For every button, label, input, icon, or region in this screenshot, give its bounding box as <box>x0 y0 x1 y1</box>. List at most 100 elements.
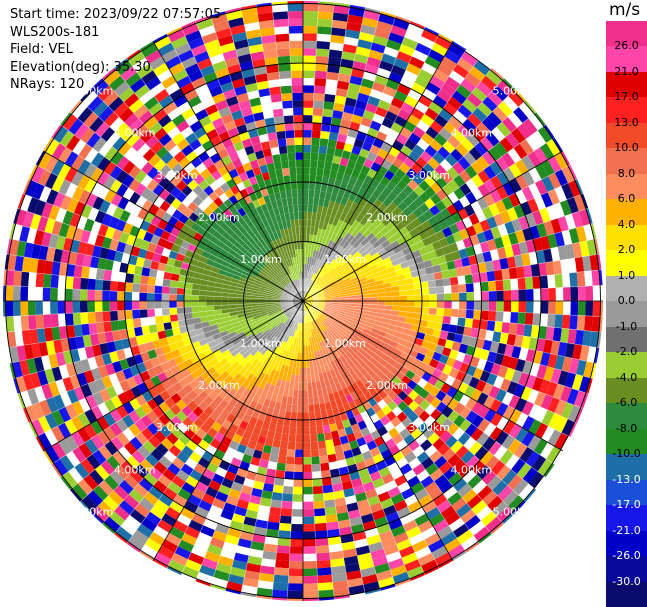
radar-gate <box>303 397 309 406</box>
radar-gate <box>349 75 363 86</box>
radar-gate <box>371 509 386 521</box>
radar-gate <box>457 432 471 446</box>
radar-gate <box>585 208 593 224</box>
radar-gate <box>115 465 130 480</box>
radar-gate <box>308 404 315 413</box>
radar-gate <box>410 428 423 440</box>
radar-gate <box>363 241 373 250</box>
radar-gate <box>303 301 309 307</box>
radar-gate <box>434 133 448 147</box>
radar-gate <box>363 252 372 261</box>
radar-gate <box>428 233 439 244</box>
radar-gate <box>277 138 287 147</box>
radar-gate <box>406 306 415 313</box>
radar-gate <box>554 399 567 416</box>
radar-gate <box>320 282 328 288</box>
radar-gate <box>343 378 352 388</box>
radar-gate <box>384 291 393 297</box>
radar-gate <box>185 559 202 572</box>
radar-gate <box>326 266 333 274</box>
radar-gate <box>423 333 433 343</box>
radar-gate <box>554 314 563 329</box>
radar-gate <box>282 493 293 502</box>
radar-gate <box>488 385 501 399</box>
radar-gate <box>444 339 454 350</box>
radar-gate <box>470 160 484 175</box>
radar-gate <box>261 421 271 431</box>
radar-gate <box>365 321 374 328</box>
range-label: 2.00km <box>366 379 408 392</box>
radar-gate <box>360 474 373 485</box>
radar-gate <box>499 137 514 153</box>
radar-gate <box>153 394 165 406</box>
plot-info: Start time: 2023/09/22 07:57:05 WLS200s-… <box>10 6 221 94</box>
radar-gate <box>265 528 279 538</box>
radar-gate <box>461 335 471 346</box>
radar-gate <box>349 121 361 132</box>
radar-gate <box>191 513 207 526</box>
radar-gate <box>390 353 400 362</box>
radar-gate <box>327 239 334 248</box>
radar-gate <box>428 287 437 295</box>
radar-gate <box>488 301 497 312</box>
radar-gate <box>369 236 379 245</box>
radar-gate <box>303 3 319 12</box>
radar-gate <box>323 307 332 312</box>
radar-gate <box>265 358 273 368</box>
radar-gate <box>323 309 331 314</box>
radar-gate <box>543 220 555 236</box>
radar-gate <box>351 228 360 238</box>
radar-gate <box>131 301 140 310</box>
radar-gate <box>339 335 348 344</box>
radar-gate <box>554 415 568 433</box>
radar-gate <box>281 93 293 102</box>
radar-gate <box>333 252 341 261</box>
radar-gate <box>521 431 535 447</box>
radar-gate <box>332 350 340 359</box>
radar-gate <box>401 552 418 565</box>
radar-gate <box>522 415 535 432</box>
radar-gate <box>73 264 83 278</box>
radar-gate <box>591 269 601 286</box>
radar-gate <box>260 337 269 346</box>
radar-gate <box>311 273 316 281</box>
radar-gate <box>316 334 322 343</box>
radar-gate <box>405 63 422 76</box>
radar-gate <box>392 195 403 207</box>
radar-gate <box>356 270 365 277</box>
radar-gate <box>252 425 262 436</box>
radar-gate <box>181 481 196 495</box>
radar-gate <box>284 334 290 343</box>
radar-gate <box>430 181 442 194</box>
radar-gate <box>451 378 463 391</box>
radar-gate <box>458 309 467 319</box>
radar-gate <box>456 84 472 99</box>
radar-gate <box>276 130 286 140</box>
radar-gate <box>452 129 467 144</box>
radar-gate <box>447 453 461 467</box>
radar-gate <box>118 499 135 515</box>
radar-gate <box>307 389 314 398</box>
radar-gate <box>248 335 257 344</box>
radar-gate <box>441 183 454 197</box>
radar-gate <box>520 386 533 401</box>
radar-gate <box>326 408 334 418</box>
radar-gate <box>275 355 282 364</box>
radar-gate <box>578 376 591 393</box>
radar-gate <box>325 303 333 306</box>
radar-gate <box>382 85 397 98</box>
radar-gate <box>547 429 562 447</box>
radar-gate <box>276 417 285 426</box>
radar-gate <box>320 469 331 479</box>
radar-gate <box>405 283 414 291</box>
radar-gate <box>171 475 186 489</box>
radar-gate <box>535 249 546 264</box>
radar-gate <box>574 178 584 195</box>
radar-gate <box>365 256 374 264</box>
radar-gate <box>355 46 371 57</box>
radar-gate <box>336 228 344 237</box>
radar-gate <box>298 219 303 227</box>
radar-gate <box>314 522 328 532</box>
radar-gate <box>320 314 328 320</box>
